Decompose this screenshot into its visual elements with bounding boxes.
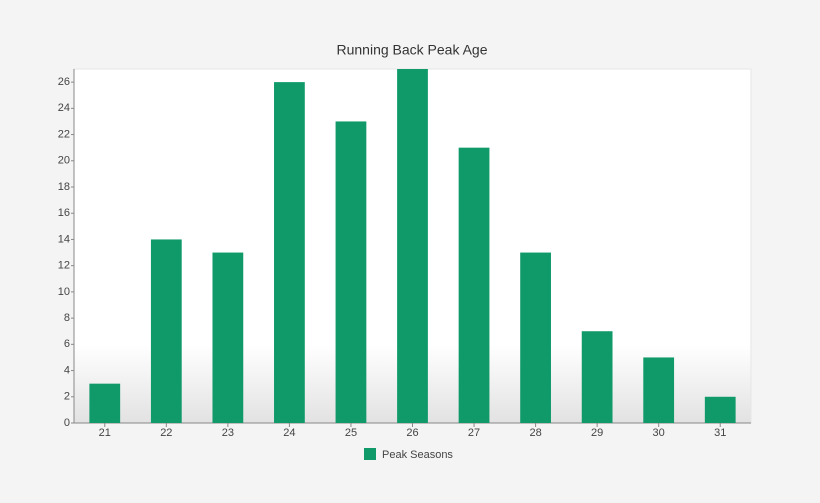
y-tick-label: 6 [64, 338, 70, 350]
bar [704, 396, 736, 423]
chart-title: Running Back Peak Age [337, 42, 488, 58]
bar [150, 239, 182, 423]
x-tick-label: 25 [345, 427, 357, 439]
bar [89, 383, 121, 423]
x-tick-label: 23 [222, 427, 234, 439]
y-tick-label: 26 [58, 76, 70, 88]
bar [520, 252, 551, 423]
x-tick-label: 30 [653, 427, 665, 439]
x-tick-label: 24 [283, 427, 295, 439]
x-tick-label: 31 [714, 427, 726, 439]
legend-swatch [364, 448, 376, 460]
y-tick-label: 22 [58, 128, 70, 140]
x-tick-label: 26 [406, 427, 418, 439]
bar [458, 147, 490, 423]
y-tick-label: 12 [58, 260, 70, 272]
bar [397, 69, 428, 423]
bar [581, 331, 613, 423]
x-tick-label: 29 [591, 427, 603, 439]
y-tick-label: 2 [64, 391, 70, 403]
y-tick-label: 8 [64, 312, 70, 324]
bar [335, 121, 367, 423]
y-tick-label: 20 [58, 155, 70, 167]
bar [212, 252, 244, 423]
y-tick-label: 0 [64, 417, 70, 429]
legend-label: Peak Seasons [382, 449, 453, 461]
y-tick-label: 16 [58, 207, 70, 219]
x-tick-label: 27 [468, 427, 480, 439]
bar [643, 357, 675, 423]
x-tick-label: 22 [160, 427, 172, 439]
x-tick-label: 28 [529, 427, 541, 439]
bar [274, 82, 305, 423]
y-tick-label: 10 [58, 286, 70, 298]
y-tick-label: 18 [58, 181, 70, 193]
y-tick-label: 24 [58, 102, 70, 114]
y-tick-label: 4 [64, 364, 70, 376]
y-tick-label: 14 [58, 233, 70, 245]
x-tick-label: 21 [99, 427, 111, 439]
